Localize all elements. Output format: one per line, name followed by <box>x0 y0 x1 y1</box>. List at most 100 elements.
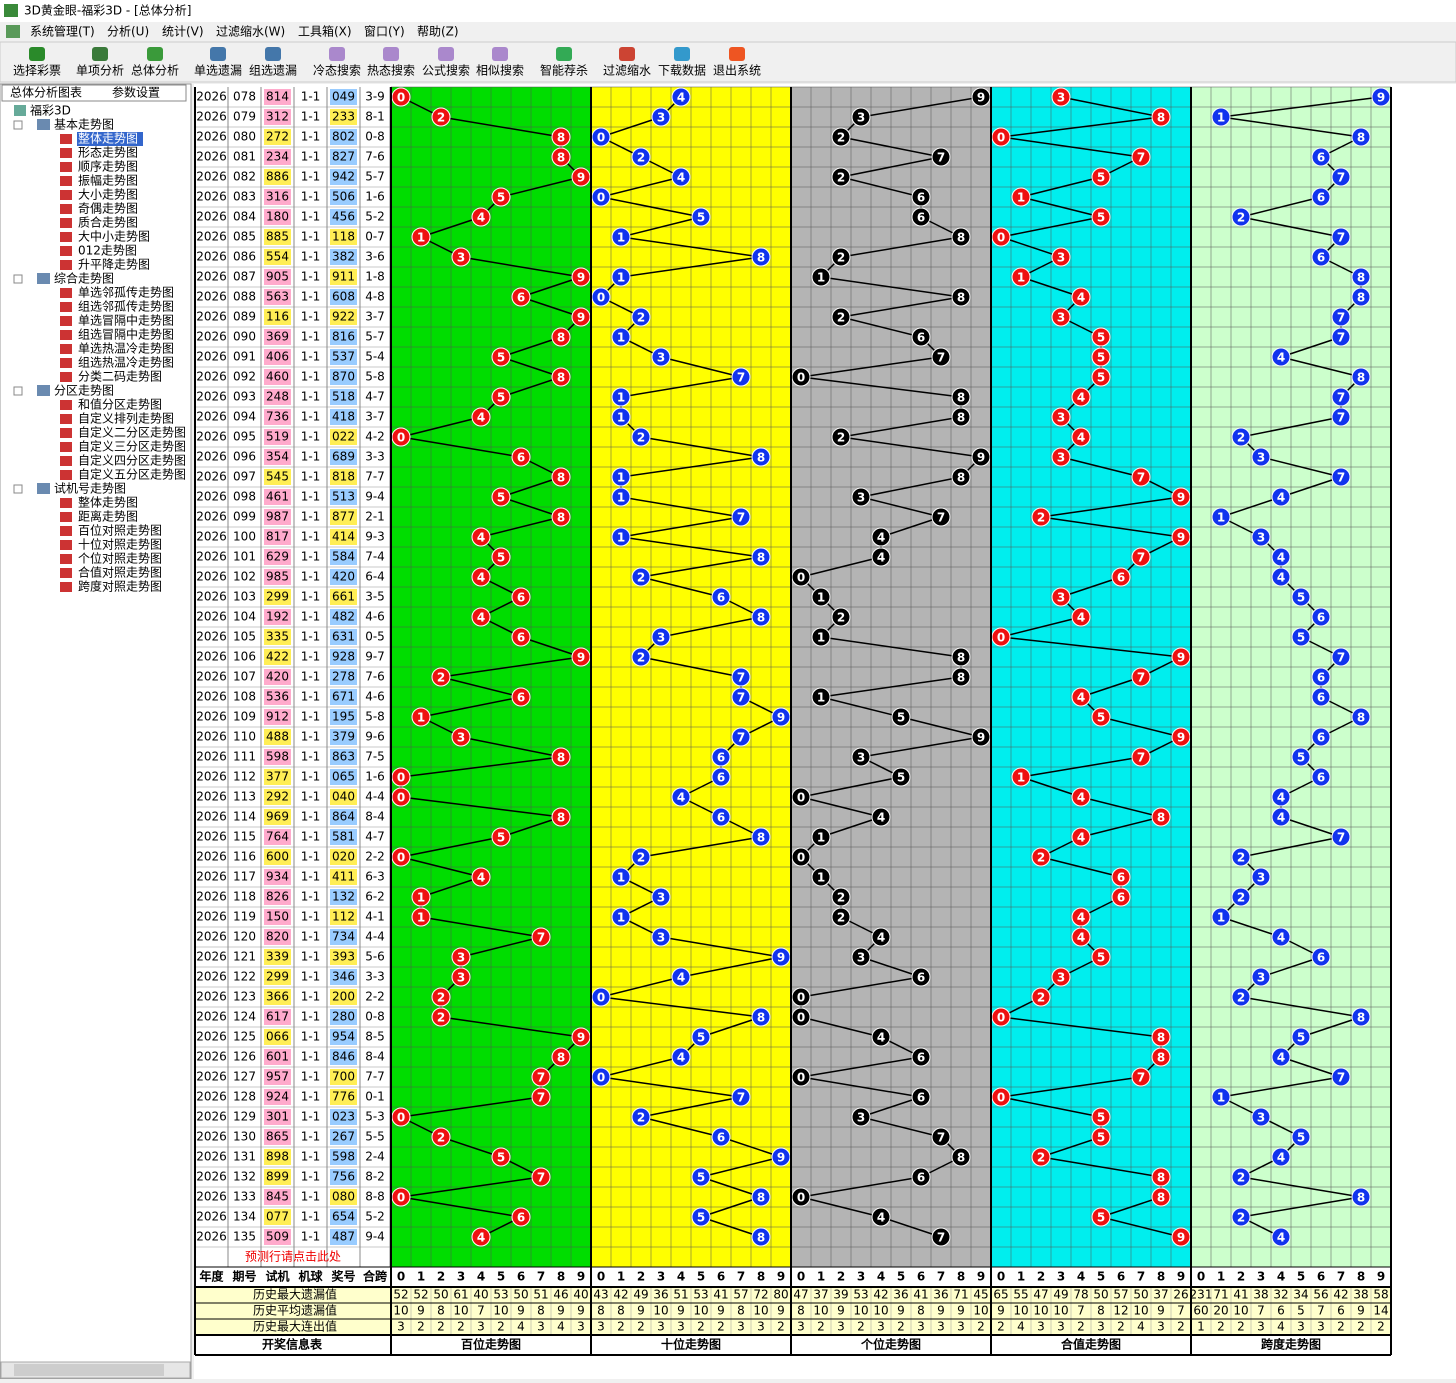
trend-line <box>460 936 542 958</box>
tree-item[interactable]: 整体走势图 <box>78 495 138 510</box>
menu-item[interactable]: 过滤缩水(W) <box>216 24 285 39</box>
menu-item[interactable]: 窗口(Y) <box>364 25 405 39</box>
toolbar-button[interactable]: 热态搜索 <box>367 63 415 78</box>
dropdown-value[interactable]: 总体分析图表 <box>10 86 82 100</box>
hit-ball <box>611 267 631 287</box>
tree-group[interactable]: 综合走势图 <box>54 271 114 286</box>
info-cell <box>360 929 390 945</box>
digit-header: 0 <box>997 1270 1005 1284</box>
tree-item[interactable]: 单选冒隔中走势图 <box>78 313 174 328</box>
hit-digit: 9 <box>577 271 585 285</box>
info-text: 080 <box>233 130 256 144</box>
tree-item[interactable]: 顺序走势图 <box>78 159 138 174</box>
hit-digit: 4 <box>1277 491 1285 505</box>
tree-group[interactable]: 基本走势图 <box>54 118 114 132</box>
tree-item[interactable]: 自定义四分区走势图 <box>78 453 186 468</box>
trend-line <box>600 196 702 218</box>
tree-item[interactable]: 大中小走势图 <box>78 229 150 244</box>
tree-expander[interactable] <box>13 274 23 284</box>
tree-item[interactable]: 十位对照走势图 <box>78 537 162 552</box>
tree-item[interactable]: 奇偶走势图 <box>78 202 138 216</box>
sidebar-scroll-thumb[interactable] <box>14 1364 164 1376</box>
tree-item[interactable]: 单选邻孤传走势图 <box>78 285 174 300</box>
tree-group[interactable]: 试机号走势图 <box>54 481 126 496</box>
hit-digit: 4 <box>1277 811 1285 825</box>
tree-item[interactable]: 百位对照走势图 <box>78 523 162 538</box>
tree-item[interactable]: 形态走势图 <box>78 146 138 160</box>
info-text: 411 <box>332 870 355 884</box>
toolbar-button[interactable]: 相似搜索 <box>476 63 524 78</box>
tree-expander[interactable] <box>13 386 23 396</box>
info-text: 1-1 <box>301 710 321 724</box>
hit-digit: 7 <box>937 1231 945 1245</box>
tree-expander[interactable] <box>13 484 23 494</box>
tree-item[interactable]: 组选冒隔中走势图 <box>78 327 174 342</box>
toolbar-button[interactable]: 单项分析 <box>76 64 124 78</box>
hit-digit: 7 <box>1337 471 1345 485</box>
info-text: 2026 <box>196 550 227 564</box>
toolbar-button[interactable]: 公式搜索 <box>422 63 470 78</box>
hit-digit: 6 <box>1317 951 1325 965</box>
info-cell <box>360 649 390 665</box>
hit-digit: 6 <box>1317 691 1325 705</box>
toolbar-button[interactable]: 冷态搜索 <box>313 63 361 78</box>
menu-item[interactable]: 帮助(Z) <box>417 25 459 39</box>
info-text: 2026 <box>196 690 227 704</box>
info-cell <box>360 889 390 905</box>
toolbar-button[interactable]: 下载数据 <box>658 63 706 78</box>
tree-item[interactable]: 自定义三分区走势图 <box>78 439 186 454</box>
tree-group[interactable]: 分区走势图 <box>54 384 114 398</box>
info-text: 905 <box>266 270 289 284</box>
tree-item[interactable]: 距离走势图 <box>78 509 138 524</box>
toolbar-button[interactable]: 组选遗漏 <box>249 64 297 78</box>
tree-item[interactable]: 组选邻孤传走势图 <box>78 299 174 314</box>
info-text: 2026 <box>196 1190 227 1204</box>
stat-value: 6 <box>1277 1304 1285 1318</box>
tree-item[interactable]: 012走势图 <box>78 244 137 258</box>
menu-item[interactable]: 系统管理(T) <box>30 24 95 39</box>
info-cell <box>228 549 261 565</box>
hit-digit: 1 <box>617 231 625 245</box>
tree-item[interactable]: 自定义排列走势图 <box>78 411 174 426</box>
hit-digit: 4 <box>1077 431 1085 445</box>
tree-item[interactable]: 分类二码走势图 <box>78 370 162 384</box>
info-text: 8-5 <box>365 1030 385 1044</box>
tree-item[interactable]: 自定义二分区走势图 <box>78 425 186 440</box>
hit-digit: 4 <box>477 211 485 225</box>
tree-item[interactable]: 升平降走势图 <box>78 258 150 272</box>
menu-item[interactable]: 工具箱(X) <box>298 24 352 39</box>
tree-item[interactable]: 单选热温冷走势图 <box>78 342 174 356</box>
tree-item[interactable]: 整体走势图 <box>78 131 138 146</box>
info-text: 2026 <box>196 110 227 124</box>
tree-item[interactable]: 质合走势图 <box>78 215 138 230</box>
info-text: 1-1 <box>301 1190 321 1204</box>
dropdown[interactable] <box>1 84 187 102</box>
tree-item[interactable]: 跨度对照走势图 <box>78 579 162 594</box>
digit-header: 5 <box>697 1270 705 1284</box>
stat-value: 8 <box>437 1304 445 1318</box>
menu-item[interactable]: 分析(U) <box>107 25 149 39</box>
menu-item[interactable]: 统计(V) <box>162 25 204 39</box>
tree-item[interactable]: 振幅走势图 <box>78 173 138 188</box>
info-cell <box>195 1029 228 1045</box>
tree-item[interactable]: 自定义五分区走势图 <box>78 467 186 482</box>
trend-line <box>400 416 482 438</box>
tree-item[interactable]: 大小走势图 <box>78 188 138 202</box>
tree-expander[interactable] <box>13 120 23 130</box>
tree-item-icon <box>60 540 72 550</box>
info-cell <box>294 1089 327 1105</box>
settings-button[interactable]: 参数设置 <box>112 85 160 100</box>
predict-row[interactable]: 预测行请点击此处 <box>245 1250 341 1264</box>
toolbar-button[interactable]: 选择彩票 <box>13 64 61 78</box>
tree-item[interactable]: 和值分区走势图 <box>78 397 162 412</box>
tree-item[interactable]: 合值对照走势图 <box>78 565 162 580</box>
tree-item[interactable]: 组选热温冷走势图 <box>78 356 174 370</box>
tree-item-icon <box>60 302 72 312</box>
toolbar-button[interactable]: 智能荐杀 <box>540 63 588 78</box>
toolbar-button[interactable]: 退出系统 <box>713 64 761 78</box>
info-text: 377 <box>266 770 289 784</box>
tree-item[interactable]: 个位对照走势图 <box>78 551 162 566</box>
toolbar-button[interactable]: 总体分析 <box>131 64 179 78</box>
toolbar-button[interactable]: 单选遗漏 <box>194 64 242 78</box>
toolbar-button[interactable]: 过滤缩水 <box>603 63 651 78</box>
